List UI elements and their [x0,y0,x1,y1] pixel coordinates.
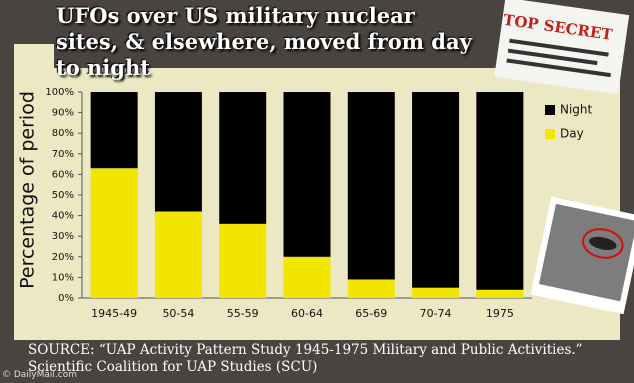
y-tick-label: 30% [52,231,74,242]
legend-label: Day [560,127,584,141]
source: SOURCE: “UAP Activity Pattern Study 1945… [28,342,583,375]
y-tick-label: 40% [52,211,74,222]
x-tick-label: 65-69 [355,307,387,320]
watermark: © DailyMail.com [2,370,77,380]
y-tick-label: 70% [52,149,74,160]
bar-segment [154,211,202,298]
y-tick-label: 80% [52,128,74,139]
y-tick-label: 60% [52,169,74,180]
panel-tab [14,44,54,74]
bar-segment [412,92,460,288]
y-tick-label: 0% [58,293,74,304]
bar-segment [90,92,138,169]
bar-segment [476,289,524,298]
x-tick-label: 1945-49 [91,307,137,320]
x-tick-label: 70-74 [420,307,452,320]
legend-swatch [545,129,555,139]
bar-segment [154,92,202,212]
x-tick-label: 1975 [486,307,514,320]
x-tick-label: 55-59 [227,307,259,320]
bar-segment [283,92,331,257]
legend-swatch [545,105,555,115]
y-tick-label: 10% [52,272,74,283]
bar-segment [219,223,267,298]
secret-paper: TOP SECRET [494,0,630,95]
bar-segment [347,279,395,298]
x-tick-label: 60-64 [291,307,323,320]
bar-segment [283,256,331,298]
bar-segment [476,92,524,290]
photo [530,196,634,315]
bar-segment [347,92,395,280]
bar-segment [90,168,138,298]
chart-title: UFOs over US military nuclear sites, & e… [56,3,472,80]
bar-segment [412,287,460,298]
y-axis-title: Percentage of period [17,91,39,289]
y-tick-label: 20% [52,252,74,263]
y-tick-label: 50% [52,190,74,201]
y-tick-label: 90% [52,108,74,119]
x-tick-label: 50-54 [162,307,194,320]
bar-segment [219,92,267,224]
y-tick-label: 100% [45,87,74,98]
legend-label: Night [560,103,593,117]
